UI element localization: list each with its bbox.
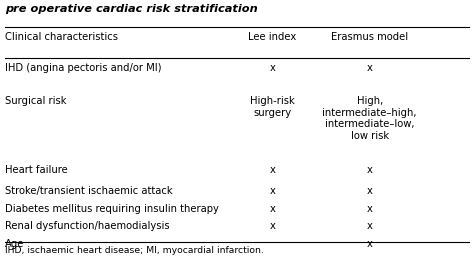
Text: pre operative cardiac risk stratification: pre operative cardiac risk stratificatio… [5,4,257,14]
Text: x: x [367,221,373,231]
Text: x: x [270,186,275,196]
Text: Clinical characteristics: Clinical characteristics [5,32,118,42]
Text: x: x [367,204,373,214]
Text: Diabetes mellitus requiring insulin therapy: Diabetes mellitus requiring insulin ther… [5,204,219,214]
Text: IHD, ischaemic heart disease; MI, myocardial infarction.: IHD, ischaemic heart disease; MI, myocar… [5,246,264,255]
Text: x: x [270,165,275,175]
Text: Renal dysfunction/haemodialysis: Renal dysfunction/haemodialysis [5,221,169,231]
Text: Erasmus model: Erasmus model [331,32,408,42]
Text: High,
intermediate–high,
intermediate–low,
low risk: High, intermediate–high, intermediate–lo… [322,96,417,141]
Text: High-risk
surgery: High-risk surgery [250,96,295,118]
Text: x: x [367,186,373,196]
Text: x: x [367,165,373,175]
Text: x: x [270,204,275,214]
Text: Surgical risk: Surgical risk [5,96,66,106]
Text: Stroke/transient ischaemic attack: Stroke/transient ischaemic attack [5,186,173,196]
Text: Heart failure: Heart failure [5,165,67,175]
Text: IHD (angina pectoris and/or MI): IHD (angina pectoris and/or MI) [5,63,161,73]
Text: Lee index: Lee index [248,32,297,42]
Text: Age: Age [5,239,24,249]
Text: x: x [270,63,275,73]
Text: x: x [270,221,275,231]
Text: x: x [367,63,373,73]
Text: x: x [367,239,373,249]
